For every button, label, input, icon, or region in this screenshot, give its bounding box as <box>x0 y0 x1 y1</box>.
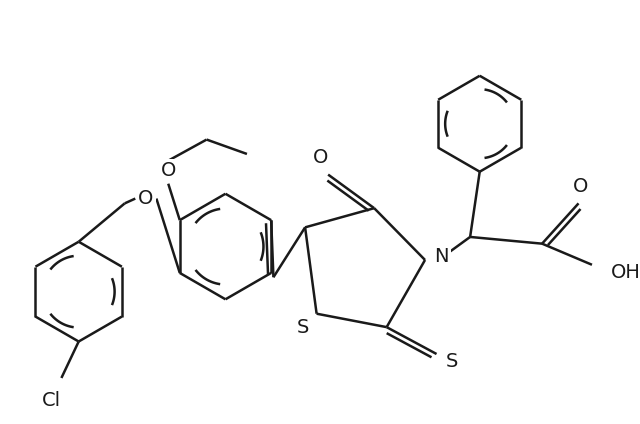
Text: O: O <box>161 161 176 180</box>
Text: Cl: Cl <box>42 391 61 410</box>
Text: S: S <box>445 352 458 371</box>
Text: N: N <box>435 247 449 265</box>
Text: O: O <box>313 148 328 167</box>
Text: O: O <box>138 189 154 208</box>
Text: S: S <box>297 318 309 337</box>
Text: O: O <box>573 176 588 195</box>
Text: OH: OH <box>611 263 640 282</box>
